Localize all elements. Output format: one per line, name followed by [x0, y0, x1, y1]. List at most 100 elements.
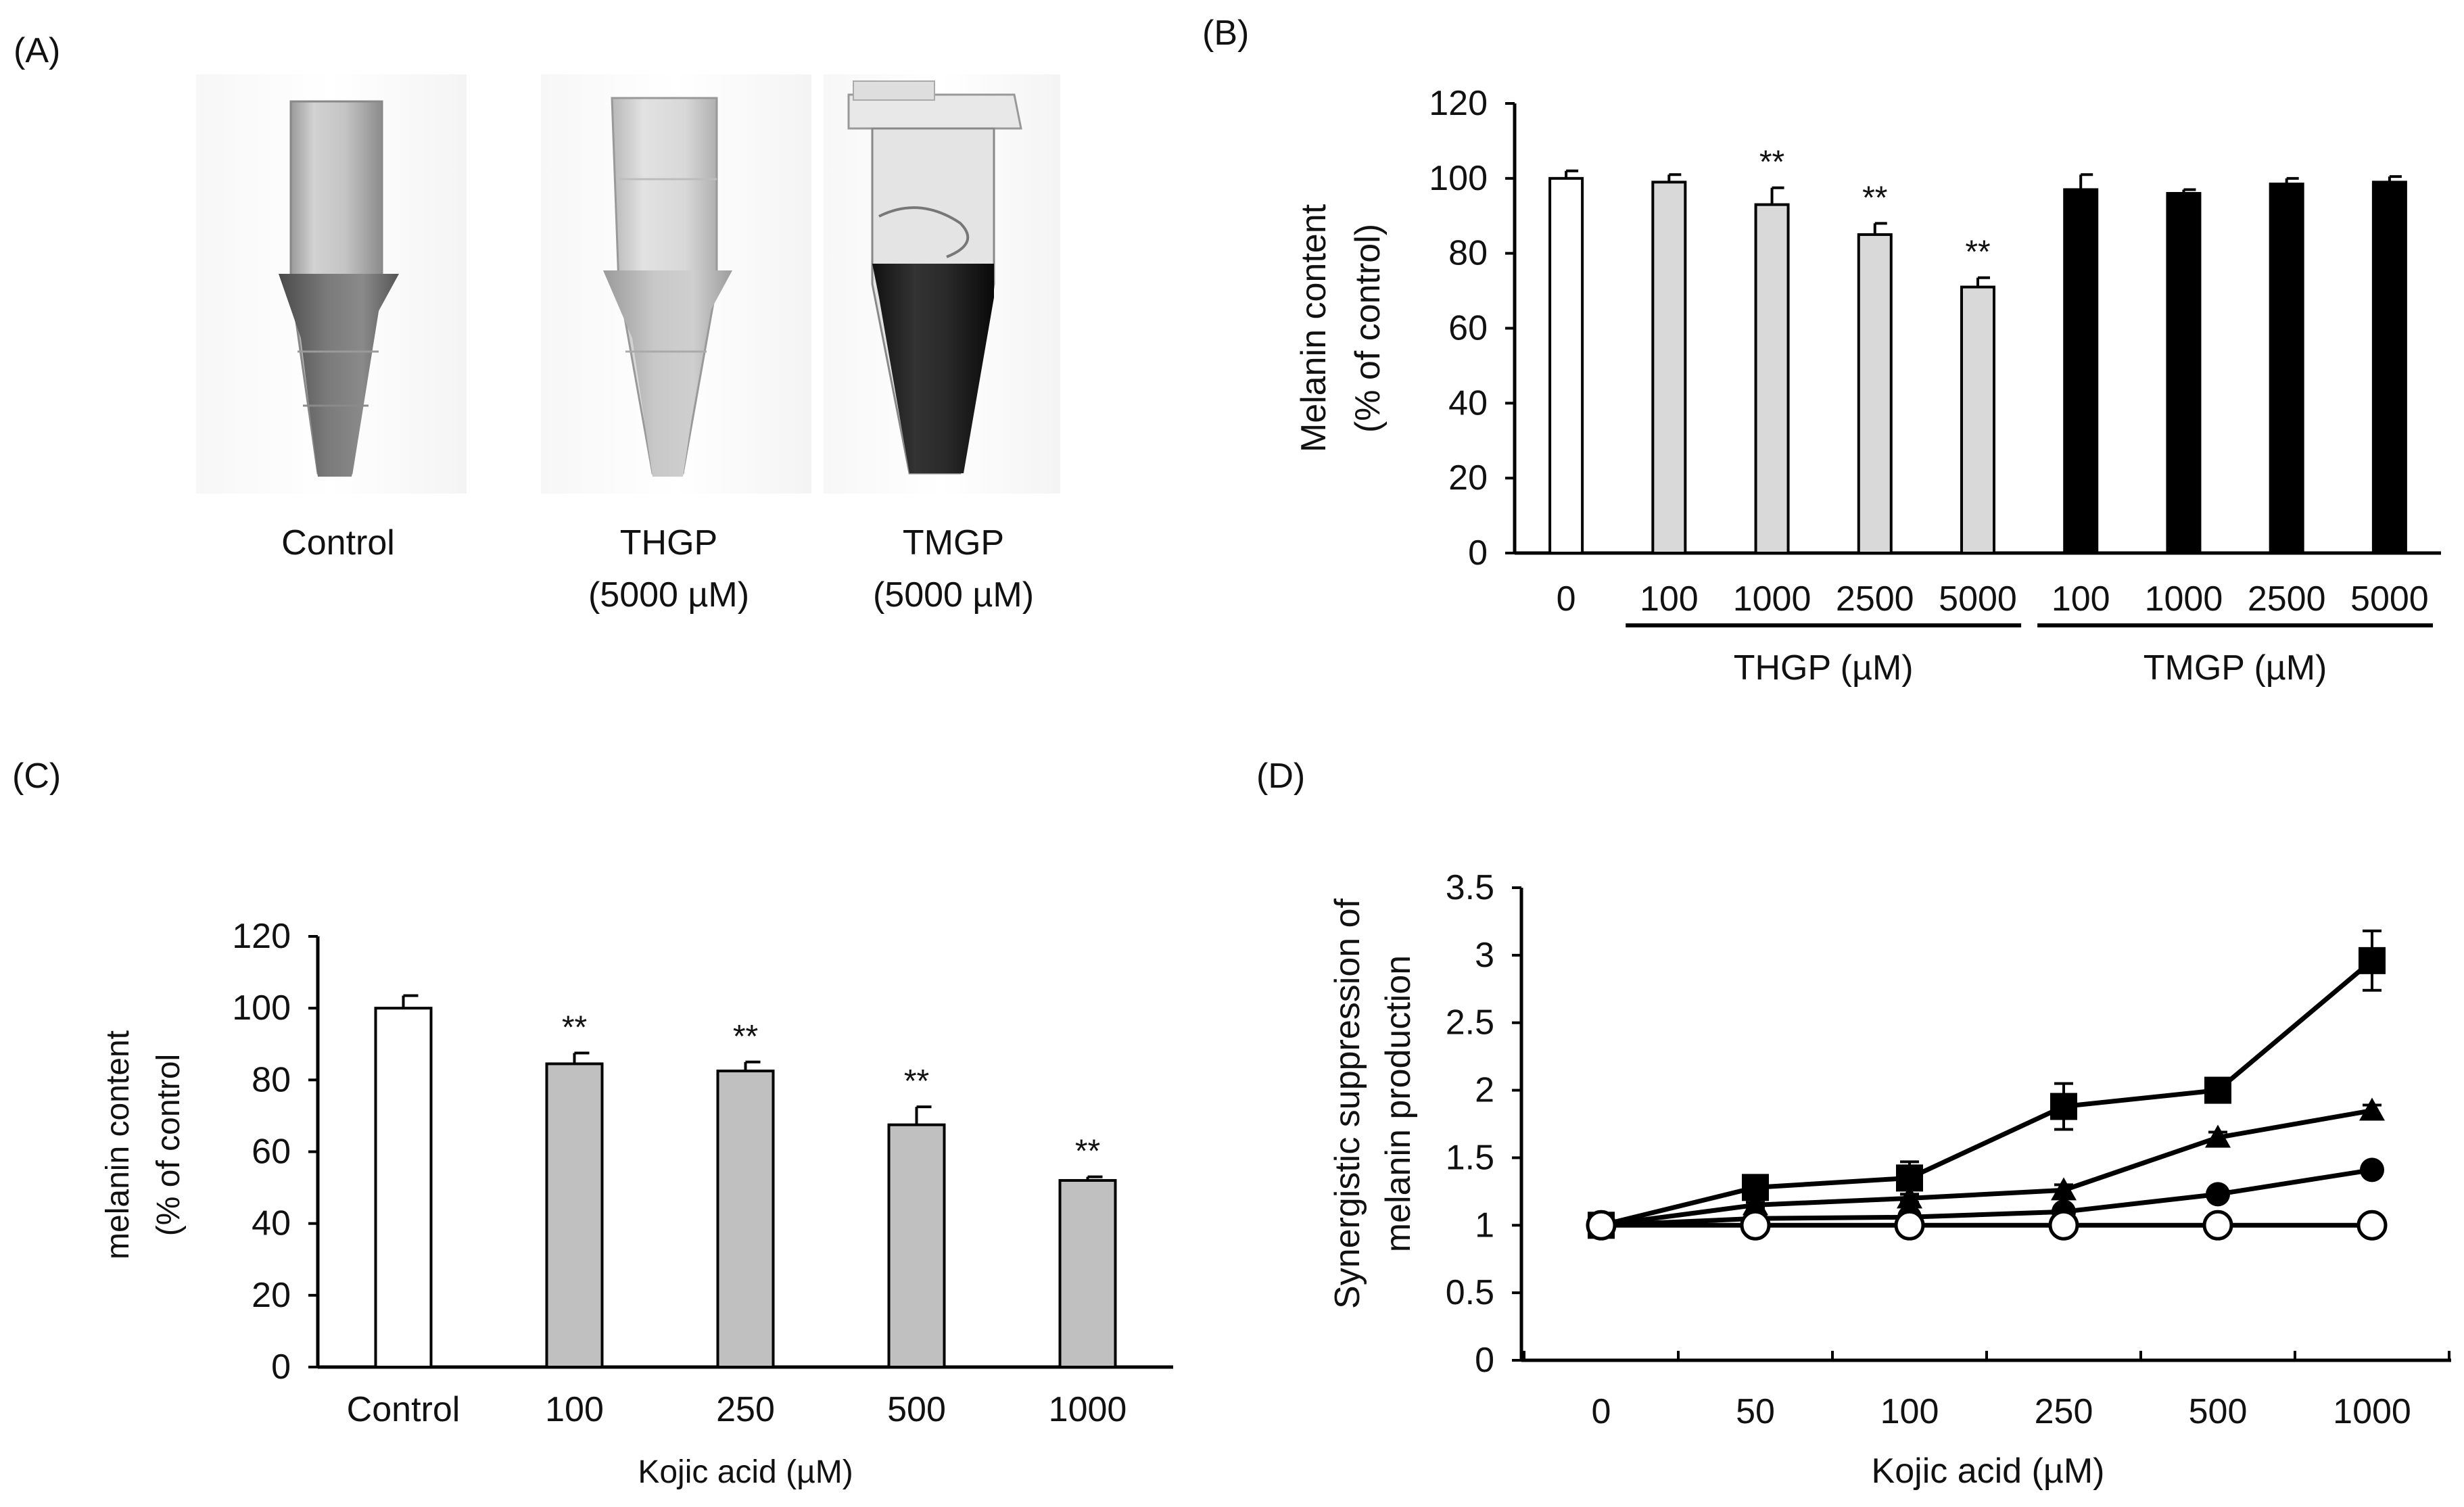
x-tick-label-c: Control [347, 1390, 460, 1429]
x-tick-label-b: 2500 [1836, 579, 1914, 619]
y-tick-label-c: 100 [232, 988, 291, 1028]
bar-c [545, 1062, 604, 1368]
panel-label-c: (C) [12, 757, 61, 796]
y-tick-label-b: 80 [1448, 234, 1488, 273]
x-axis-title-d: Kojic acid (µM) [1872, 1452, 2105, 1491]
y-tick-label-b: 0 [1468, 533, 1488, 573]
y-axis-title-c: melanin content [100, 1030, 136, 1260]
bar-b [2063, 188, 2099, 555]
significance-b: ** [1862, 180, 1887, 216]
marker-circle-d [2206, 1182, 2230, 1207]
x-tick-label-d: 100 [1880, 1392, 1939, 1431]
panel-label-b: (B) [1202, 14, 1249, 53]
y-axis-subtitle-b: (% of control) [1348, 224, 1388, 433]
x-tick-label-c: 500 [887, 1390, 946, 1429]
bar-c [887, 1123, 946, 1368]
tube-name-tmgp: TMGP [903, 523, 1004, 563]
x-tick-label-b: 100 [1640, 579, 1699, 619]
significance-c: ** [562, 1010, 587, 1046]
significance-c: ** [904, 1063, 929, 1099]
bar-b [2166, 192, 2202, 554]
marker-open-circle-d [1894, 1210, 1925, 1241]
bar-b [1548, 176, 1584, 555]
marker-square-d [2359, 947, 2386, 974]
series-line-d [1601, 1167, 2373, 1228]
tube-thgp [541, 74, 811, 494]
tube-label-2: TMGP (5000 µM) [873, 523, 1034, 615]
y-tick-label-b: 100 [1429, 159, 1488, 198]
x-tick-label-b: 5000 [2350, 579, 2429, 619]
bar-b [1754, 203, 1790, 554]
y-tick-label-d: 3.5 [1446, 868, 1494, 907]
bar-c [374, 1007, 433, 1368]
y-tick-label-d: 1.5 [1446, 1138, 1494, 1177]
y-tick-label-c: 60 [252, 1132, 291, 1172]
y-tick-label-d: 2 [1475, 1071, 1494, 1110]
x-tick-label-b: 1000 [2145, 579, 2223, 619]
bar-b [1651, 181, 1687, 554]
x-tick-label-b: 1000 [1733, 579, 1811, 619]
marker-open-circle-d [2048, 1210, 2079, 1241]
x-tick-label-b: 5000 [1939, 579, 2017, 619]
significance-b: ** [1965, 235, 1990, 270]
x-tick-label-d: 500 [2189, 1392, 2248, 1431]
x-tick-label-b: 100 [2052, 579, 2110, 619]
bar-b [2371, 181, 2407, 554]
y-axis-subtitle-c: (% of control [151, 1054, 187, 1236]
marker-triangle-d [2359, 1097, 2385, 1121]
y-tick-label-b: 20 [1448, 458, 1488, 498]
tube-name-control: Control [281, 523, 395, 563]
y-tick-label-d: 1 [1475, 1205, 1494, 1245]
bar-c [716, 1070, 775, 1368]
bar-b [1857, 233, 1893, 554]
marker-triangle-d [2051, 1177, 2077, 1201]
chart-d: 0 0.5 1 1.5 2 2.5 3 3.5 Synergistic suppression … [1328, 868, 2451, 1491]
significance-c: ** [733, 1019, 758, 1055]
x-tick-label-c: 1000 [1049, 1390, 1127, 1429]
x-tick-label-d: 0 [1592, 1392, 1611, 1431]
y-axis-subtitle-d: melanin production [1379, 955, 1418, 1252]
marker-square-d [2204, 1076, 2231, 1104]
x-tick-label-b: 0 [1557, 579, 1576, 619]
panel-label-d: (D) [1256, 757, 1305, 796]
y-tick-label-c: 0 [271, 1347, 291, 1387]
tube-name-thgp: THGP [620, 523, 717, 563]
y-tick-label-b: 60 [1448, 309, 1488, 348]
y-tick-label-b: 40 [1448, 383, 1488, 423]
marker-open-circle-d [2356, 1210, 2388, 1241]
x-tick-label-c: 250 [716, 1390, 775, 1429]
bar-b [2269, 183, 2304, 555]
y-tick-label-c: 20 [252, 1276, 291, 1315]
panel-label-a: (A) [14, 31, 60, 70]
chart-c: 0 20 40 60 80 100 120 melanin content (% of cont… [100, 917, 1173, 1490]
y-tick-label-c: 120 [232, 917, 291, 956]
marker-square-d [2050, 1093, 2077, 1120]
marker-open-circle-d [1740, 1210, 1771, 1241]
y-tick-label-d: 0.5 [1446, 1273, 1494, 1312]
tube-sub-thgp: (5000 µM) [588, 575, 749, 615]
x-axis-title-c: Kojic acid (µM) [638, 1454, 853, 1490]
bar-b [1960, 285, 1995, 554]
y-tick-label-b: 120 [1429, 84, 1488, 123]
group-label-b: THGP (µM) [1734, 648, 1914, 688]
x-tick-label-d: 50 [1736, 1392, 1775, 1431]
x-tick-label-d: 250 [2035, 1392, 2093, 1431]
tube-label-0: Control [281, 523, 395, 563]
y-tick-label-c: 80 [252, 1060, 291, 1099]
x-tick-label-d: 1000 [2333, 1392, 2411, 1431]
y-tick-label-c: 40 [252, 1204, 291, 1243]
y-tick-label-d: 3 [1475, 936, 1494, 975]
marker-open-circle-d [2202, 1210, 2233, 1241]
marker-triangle-d [2205, 1124, 2231, 1148]
marker-open-circle-d [1586, 1210, 1617, 1241]
tube-sub-tmgp: (5000 µM) [873, 575, 1034, 615]
marker-circle-d [2360, 1157, 2384, 1182]
y-tick-label-d: 2.5 [1446, 1003, 1494, 1043]
significance-c: ** [1075, 1134, 1100, 1170]
y-axis-title-b: Melanin content [1294, 204, 1333, 452]
marker-triangle-d [1897, 1185, 1922, 1209]
significance-b: ** [1759, 145, 1784, 181]
x-tick-label-c: 100 [545, 1390, 604, 1429]
series-line-d [1601, 959, 2374, 1228]
